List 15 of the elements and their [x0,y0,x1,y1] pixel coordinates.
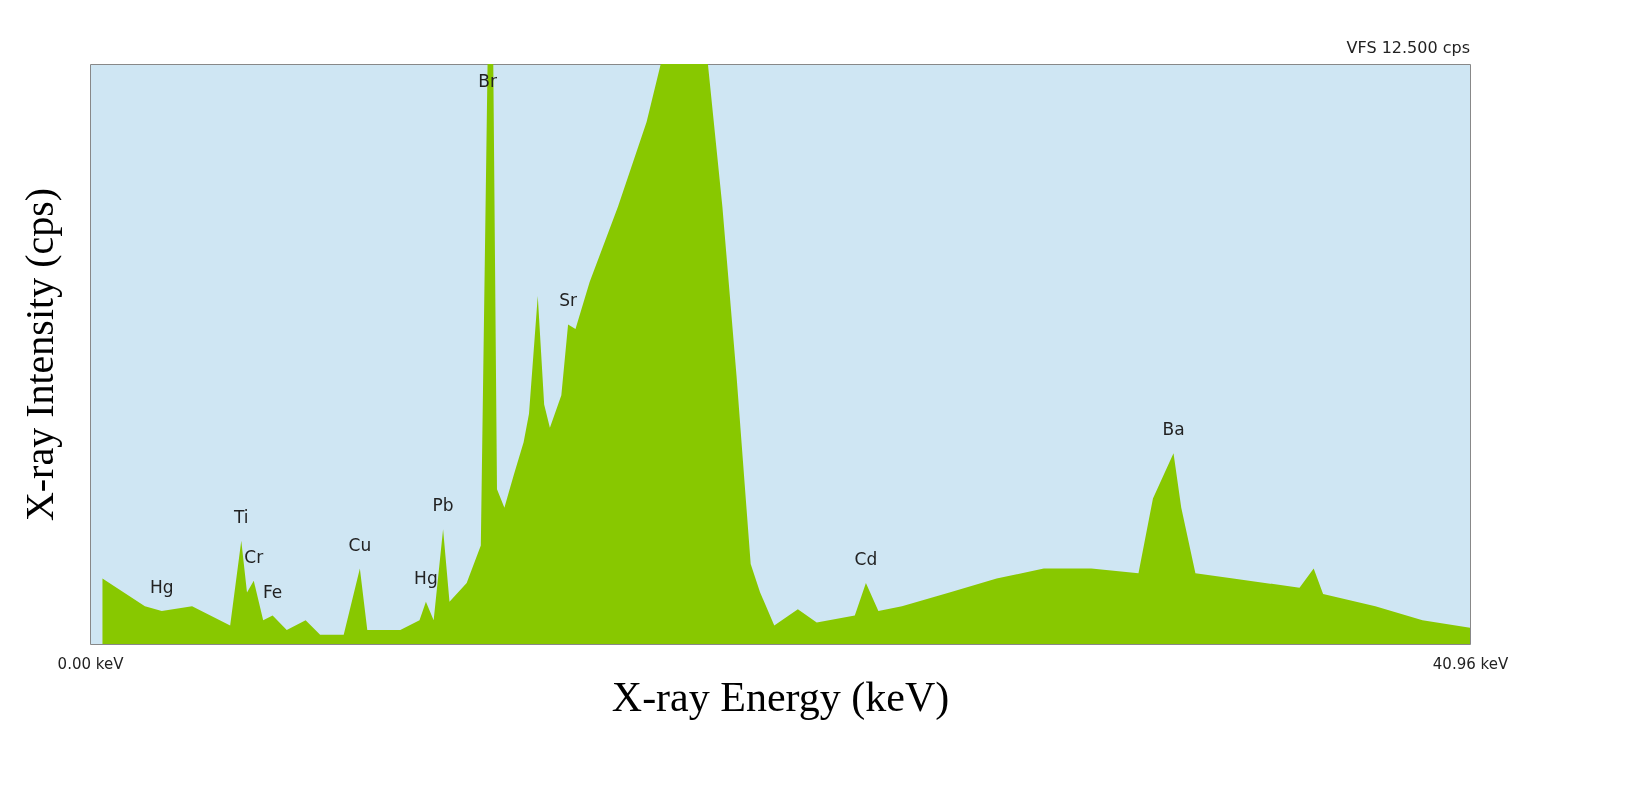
annotation: Ti [232,506,249,527]
x-tick-label: 0.00 keV [57,654,125,673]
annotation: Pb [432,495,454,516]
annotation: Fe [262,581,283,602]
annotation: Hg [149,576,174,597]
y-axis-title: X-ray Intensity (cps) [16,187,62,522]
annotation: Ba [1162,419,1185,440]
annotation: Hg [414,567,438,588]
x-tick-label: 40.96 keV [1432,654,1509,673]
annotation: Cu [348,534,372,555]
text: VFS 12.500 cps [1346,38,1470,57]
x-axis-title: X-ray Energy (keV) [611,673,950,721]
annotation: Cr [244,546,264,567]
annotation: Cd [854,549,878,570]
annotation: Sr [559,290,577,311]
